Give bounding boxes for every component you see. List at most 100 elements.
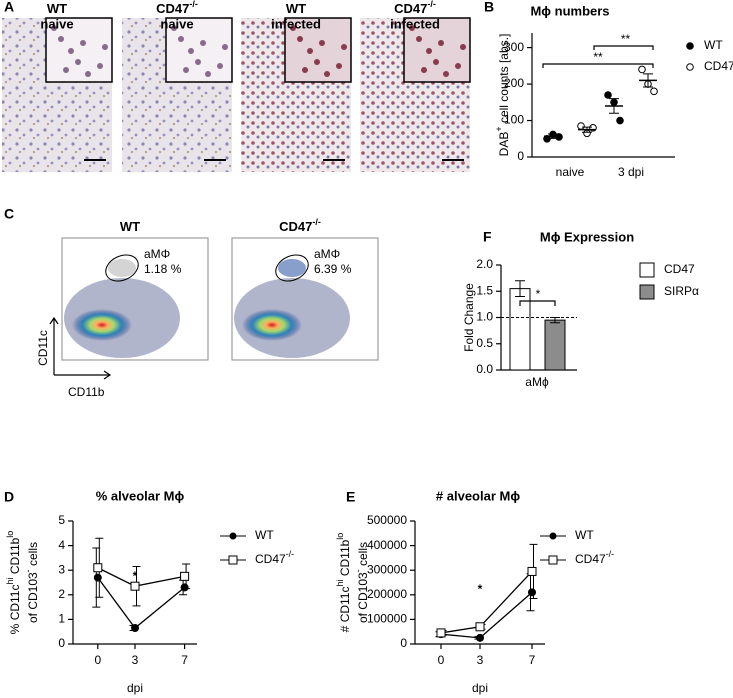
cell bbox=[97, 63, 103, 69]
cell bbox=[188, 48, 194, 54]
cell bbox=[85, 71, 91, 77]
image-genotype-part: WT bbox=[47, 1, 67, 16]
legend-label: WT bbox=[575, 528, 594, 542]
cell bbox=[324, 71, 330, 77]
gate-cloud bbox=[108, 259, 136, 277]
y-tick-label: 100 bbox=[504, 113, 524, 127]
y-tick-label: 0 bbox=[400, 636, 407, 650]
y-axis-label: of CD103- cells bbox=[353, 542, 370, 623]
x-tick-label: 7 bbox=[181, 653, 188, 667]
legend-marker bbox=[549, 532, 557, 540]
chart-title: % alveolar Mϕ bbox=[96, 488, 185, 503]
cell bbox=[200, 40, 206, 46]
image-condition: infected bbox=[271, 16, 321, 31]
legend-label: CD47-/- bbox=[704, 56, 733, 73]
y-axis-label-part: hi bbox=[335, 580, 345, 587]
y-tick-label: 400000 bbox=[367, 538, 407, 552]
legend-marker bbox=[686, 42, 694, 50]
legend-label-part: CD47 bbox=[575, 552, 606, 566]
cell bbox=[443, 71, 449, 77]
cell bbox=[222, 44, 228, 50]
y-tick-label: 200 bbox=[504, 76, 524, 90]
y-axis-label: DAB+ cell counts [abs.] bbox=[494, 34, 511, 157]
inset bbox=[45, 17, 113, 83]
facs-title: CD47-/- bbox=[279, 217, 321, 234]
facs-y-label: CD11c bbox=[36, 330, 50, 366]
x-tick-label: 0 bbox=[94, 653, 101, 667]
y-axis-label: # CD11chi CD11blo bbox=[335, 533, 352, 633]
cell bbox=[307, 48, 313, 54]
density bbox=[72, 309, 132, 341]
legend-label-part: CD47 bbox=[664, 262, 695, 276]
y-tick-label: 5 bbox=[58, 513, 65, 527]
legend-swatch bbox=[639, 262, 655, 278]
cell bbox=[455, 63, 461, 69]
y-axis-label-part: CD11b bbox=[338, 539, 352, 579]
cell bbox=[183, 67, 189, 73]
legend-label-part: WT bbox=[704, 38, 723, 52]
y-axis-label-part: lo bbox=[335, 533, 345, 540]
legend-label-part: CD47 bbox=[704, 59, 733, 73]
image-genotype: CD47-/- bbox=[156, 0, 198, 16]
sig-label: * bbox=[133, 569, 138, 583]
cell bbox=[102, 44, 108, 50]
cell bbox=[336, 63, 342, 69]
inset bbox=[403, 17, 471, 83]
axis-arrow bbox=[49, 316, 112, 380]
cell bbox=[416, 36, 422, 42]
cell bbox=[58, 36, 64, 42]
point bbox=[131, 624, 139, 633]
point bbox=[476, 633, 484, 642]
bar bbox=[544, 319, 566, 371]
y-tick-label: 1 bbox=[58, 612, 65, 626]
y-tick-label: 300000 bbox=[367, 562, 407, 576]
legend-label-part: WT bbox=[255, 528, 274, 542]
x-tick-label: 3 dpi bbox=[618, 165, 644, 179]
legend-swatch bbox=[639, 284, 655, 300]
y-axis-label-part: % CD11c bbox=[8, 585, 22, 635]
inset bbox=[165, 17, 233, 83]
cell bbox=[438, 40, 444, 46]
cell bbox=[314, 59, 320, 65]
legend-label-part: WT bbox=[575, 528, 594, 542]
image-genotype-part: WT bbox=[286, 1, 306, 16]
gate-cloud bbox=[278, 259, 306, 277]
image-condition: naive bbox=[160, 16, 193, 31]
legend-marker bbox=[229, 532, 237, 540]
y-axis-label-part: of CD103 bbox=[356, 572, 370, 623]
legend-label-part: -/- bbox=[286, 549, 295, 559]
legend-label: CD47-/- bbox=[575, 549, 614, 566]
error-bar bbox=[643, 73, 653, 88]
cell bbox=[171, 25, 177, 31]
cell bbox=[433, 59, 439, 65]
point bbox=[475, 622, 485, 632]
legend-label: CD47 bbox=[664, 262, 695, 276]
cell bbox=[80, 40, 86, 46]
dot bbox=[604, 91, 612, 99]
dot bbox=[616, 116, 624, 125]
cell bbox=[195, 59, 201, 65]
chart-title: # alveolar Mϕ bbox=[436, 488, 520, 503]
facs-x-label: CD11b bbox=[68, 385, 105, 399]
cell bbox=[426, 48, 432, 54]
gate-label: aMΦ bbox=[314, 247, 340, 261]
series-line bbox=[440, 570, 533, 634]
panel-label: F bbox=[483, 229, 492, 245]
chart-title: Mϕ Expression bbox=[540, 229, 634, 244]
legend-marker bbox=[548, 555, 558, 565]
y-tick-label: 0 bbox=[58, 636, 65, 650]
y-axis-label-part: # CD11c bbox=[338, 587, 352, 633]
y-tick-label: 200000 bbox=[367, 587, 407, 601]
y-axis-label-part: - bbox=[23, 569, 33, 572]
gate-label: aMΦ bbox=[144, 247, 170, 261]
x-tick-label: aMϕ bbox=[525, 375, 549, 389]
x-tick-label: 3 bbox=[477, 653, 484, 667]
y-axis-label: % CD11chi CD11blo bbox=[5, 531, 22, 635]
image-condition: infected bbox=[390, 16, 440, 31]
cell bbox=[178, 36, 184, 42]
x-tick-label: 3 bbox=[132, 653, 139, 667]
panel-label: C bbox=[4, 206, 14, 222]
x-tick-label: 7 bbox=[529, 653, 536, 667]
cell bbox=[409, 25, 415, 31]
